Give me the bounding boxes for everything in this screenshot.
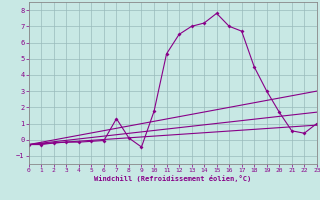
X-axis label: Windchill (Refroidissement éolien,°C): Windchill (Refroidissement éolien,°C) <box>94 175 252 182</box>
